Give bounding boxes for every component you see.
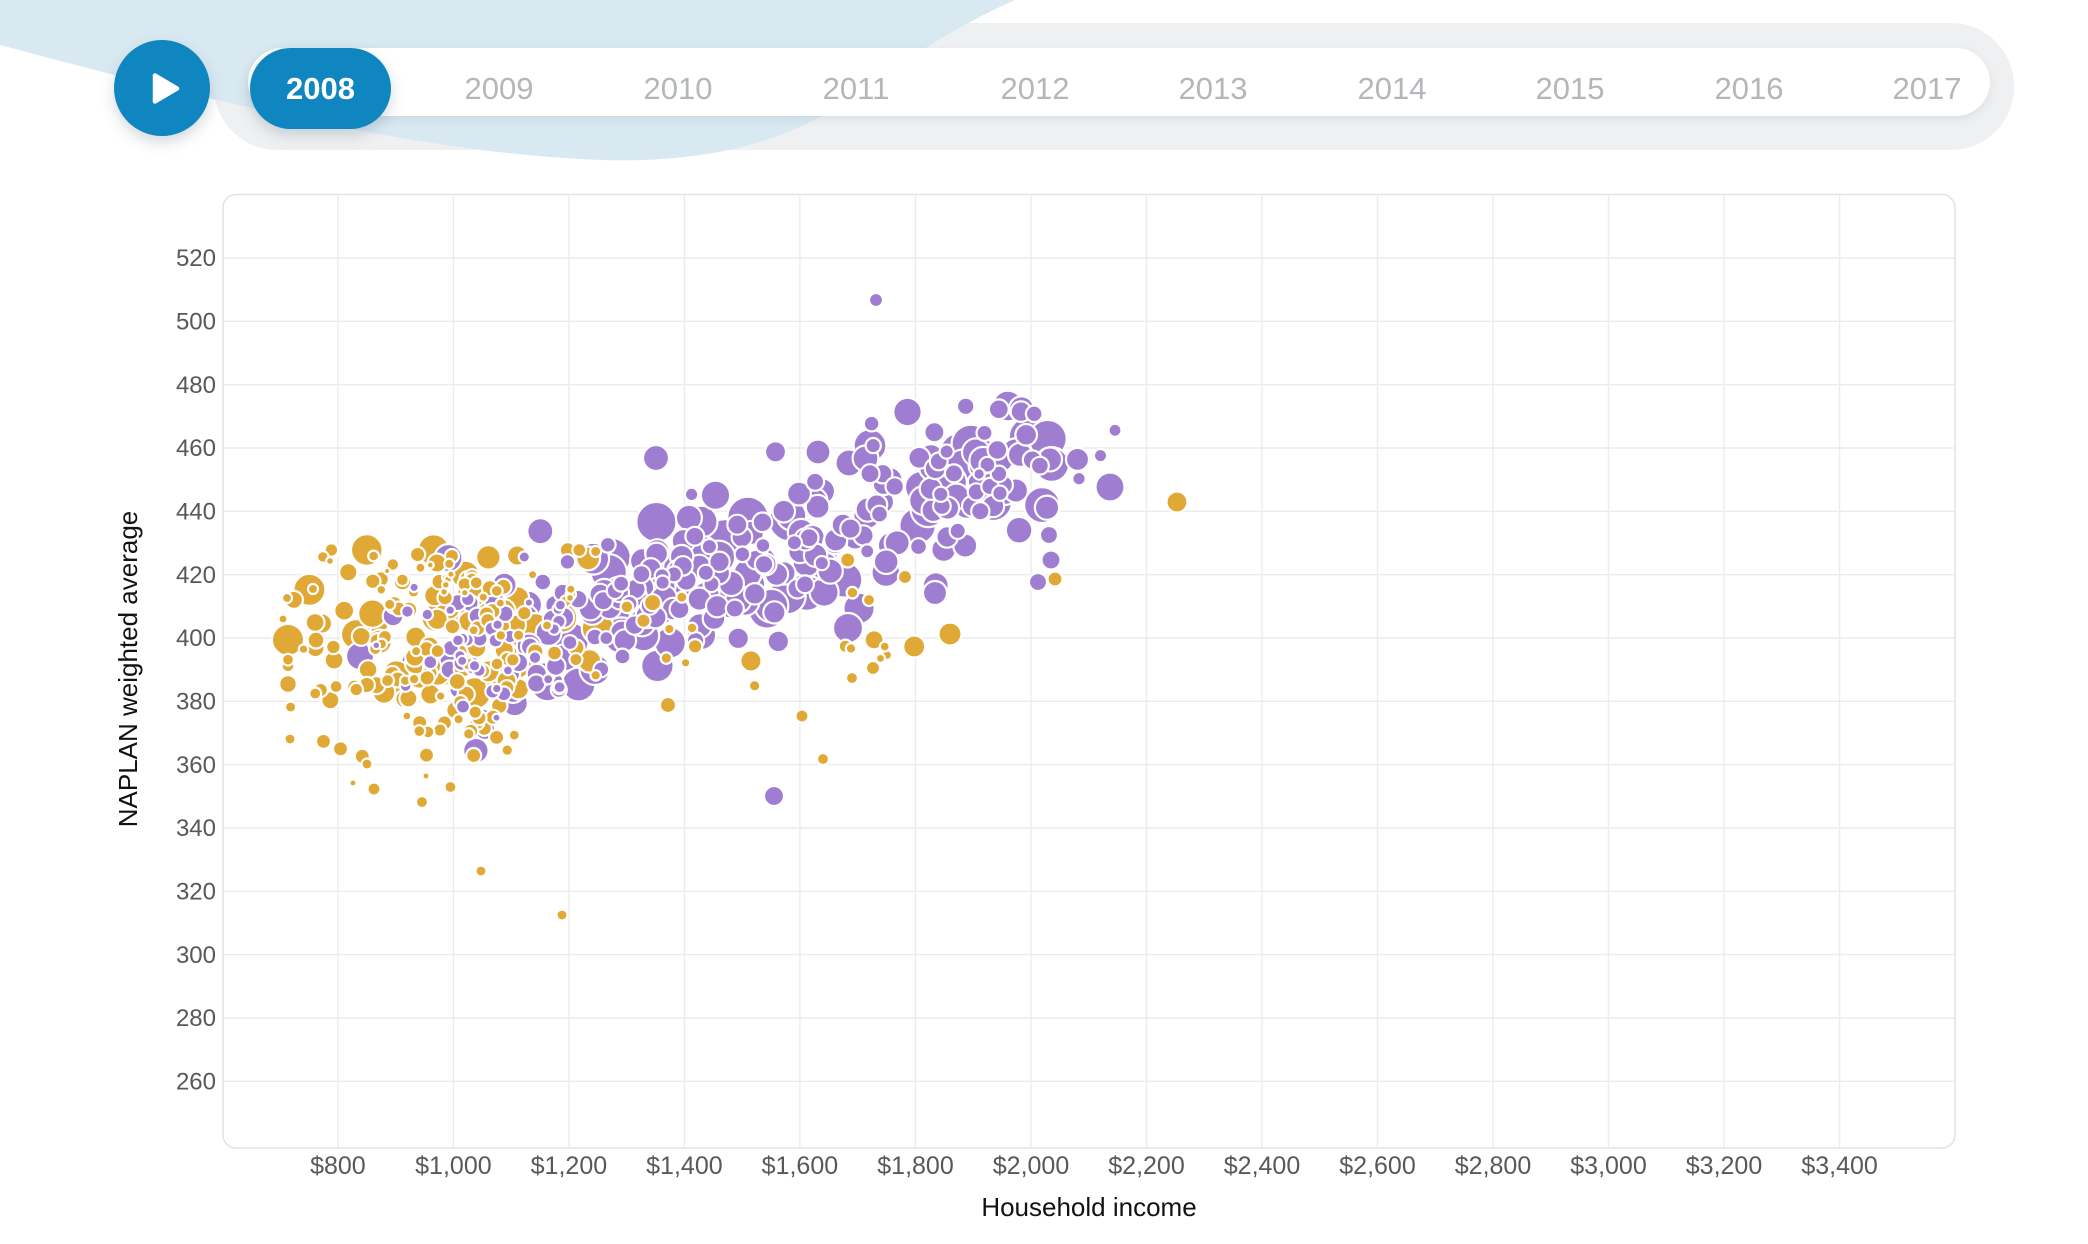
svg-text:520: 520 — [176, 245, 216, 272]
svg-text:$3,400: $3,400 — [1801, 1152, 1877, 1180]
svg-text:Household income: Household income — [981, 1192, 1196, 1222]
svg-text:400: 400 — [176, 625, 216, 652]
svg-text:480: 480 — [176, 372, 216, 399]
svg-text:260: 260 — [176, 1069, 216, 1096]
svg-text:$2,400: $2,400 — [1224, 1152, 1300, 1180]
svg-text:$1,000: $1,000 — [415, 1152, 491, 1180]
svg-text:$1,200: $1,200 — [531, 1152, 607, 1180]
svg-text:280: 280 — [176, 1005, 216, 1032]
svg-text:380: 380 — [176, 689, 216, 716]
svg-text:$1,800: $1,800 — [877, 1152, 953, 1180]
svg-text:420: 420 — [176, 562, 216, 589]
svg-text:$2,200: $2,200 — [1108, 1152, 1184, 1180]
svg-text:$3,200: $3,200 — [1686, 1152, 1762, 1180]
svg-text:440: 440 — [176, 499, 216, 526]
svg-text:NAPLAN weighted average: NAPLAN weighted average — [113, 511, 143, 828]
svg-text:500: 500 — [176, 309, 216, 336]
svg-text:$1,600: $1,600 — [762, 1152, 838, 1180]
svg-text:$2,800: $2,800 — [1455, 1152, 1531, 1180]
svg-text:$3,000: $3,000 — [1570, 1152, 1646, 1180]
svg-text:$2,600: $2,600 — [1339, 1152, 1415, 1180]
svg-text:360: 360 — [176, 752, 216, 779]
svg-text:340: 340 — [176, 815, 216, 842]
svg-text:$1,400: $1,400 — [646, 1152, 722, 1180]
svg-text:$800: $800 — [310, 1152, 366, 1180]
svg-text:460: 460 — [176, 435, 216, 462]
svg-text:320: 320 — [176, 879, 216, 906]
svg-text:$2,000: $2,000 — [993, 1152, 1069, 1180]
svg-text:300: 300 — [176, 942, 216, 969]
